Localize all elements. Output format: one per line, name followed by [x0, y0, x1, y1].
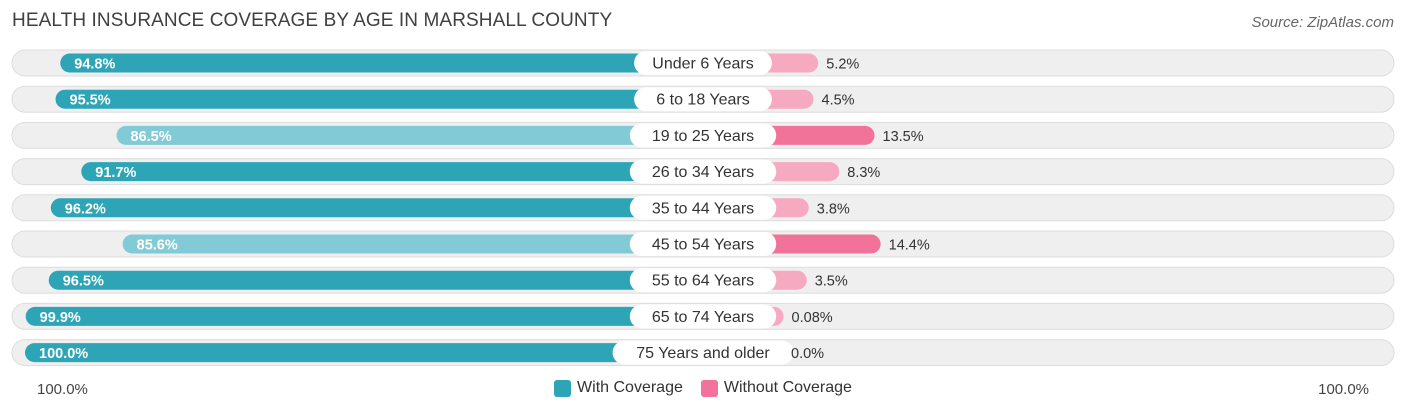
- value-label-without-coverage: 0.08%: [792, 310, 833, 326]
- value-label-without-coverage: 14.4%: [889, 238, 930, 254]
- category-label: 26 to 34 Years: [652, 164, 754, 181]
- category-pill: [629, 123, 777, 148]
- value-label-with-coverage: 96.2%: [65, 201, 106, 217]
- value-label-without-coverage: 5.2%: [826, 57, 859, 73]
- legend-item-without-coverage[interactable]: Without Coverage: [700, 379, 852, 397]
- category-pill: [612, 340, 794, 365]
- diverging-bar-chart: Under 6 Years 94.8% 5.2% 6 to 18 Years 95.5%…: [11, 49, 1395, 367]
- category-label: 75 Years and older: [636, 345, 770, 362]
- category-label: 55 to 64 Years: [652, 273, 754, 290]
- bar-with-coverage: [116, 125, 703, 145]
- bar-with-coverage: [55, 89, 703, 109]
- legend-item-with-coverage[interactable]: With Coverage: [554, 379, 683, 397]
- value-label-with-coverage: 95.5%: [70, 93, 111, 109]
- category-pill: [634, 51, 772, 75]
- legend-label-with-coverage: With Coverage: [577, 379, 683, 396]
- axis-right-label: 100.0%: [1318, 381, 1369, 398]
- value-label-without-coverage: 3.5%: [815, 274, 848, 290]
- legend-label-without-coverage: Without Coverage: [723, 379, 852, 396]
- bar-with-coverage: [81, 162, 704, 182]
- category-label: 45 to 54 Years: [652, 237, 754, 254]
- bar-with-coverage: [48, 270, 704, 290]
- category-label: Under 6 Years: [652, 56, 753, 73]
- legend-swatch-with-coverage: [554, 379, 572, 397]
- category-pill: [629, 232, 777, 256]
- value-label-with-coverage: 99.9%: [40, 310, 81, 326]
- category-pill: [629, 159, 777, 184]
- category-label: 35 to 44 Years: [652, 200, 754, 217]
- category-label: 19 to 25 Years: [652, 128, 754, 145]
- chart-title: HEALTH INSURANCE COVERAGE BY AGE IN MARS…: [12, 10, 613, 31]
- value-label-without-coverage: 8.3%: [847, 165, 880, 181]
- axis-left-label: 100.0%: [37, 381, 88, 398]
- value-label-without-coverage: 0.0%: [791, 346, 824, 362]
- bar-with-coverage: [60, 53, 704, 73]
- value-label-with-coverage: 100.0%: [39, 346, 88, 362]
- bar-with-coverage: [25, 306, 704, 326]
- legend-swatch-without-coverage: [700, 379, 718, 397]
- value-label-without-coverage: 13.5%: [883, 129, 924, 145]
- value-label-with-coverage: 86.5%: [131, 129, 172, 145]
- category-label: 65 to 74 Years: [652, 309, 754, 326]
- category-pill: [629, 195, 777, 220]
- chart-legend: With Coverage Without Coverage: [0, 379, 1406, 397]
- bar-with-coverage: [122, 234, 703, 254]
- value-label-with-coverage: 85.6%: [137, 238, 178, 254]
- value-label-without-coverage: 3.8%: [817, 201, 850, 217]
- bar-with-coverage: [25, 343, 703, 363]
- category-pill: [634, 87, 772, 112]
- category-pill: [629, 268, 777, 293]
- value-label-with-coverage: 96.5%: [63, 274, 104, 290]
- value-label-with-coverage: 91.7%: [95, 165, 136, 181]
- bar-with-coverage: [50, 198, 704, 218]
- category-label: 6 to 18 Years: [656, 92, 749, 109]
- chart-source: Source: ZipAtlas.com: [1251, 14, 1394, 31]
- category-pill: [629, 304, 777, 329]
- value-label-with-coverage: 94.8%: [74, 57, 115, 73]
- value-label-without-coverage: 4.5%: [822, 93, 855, 109]
